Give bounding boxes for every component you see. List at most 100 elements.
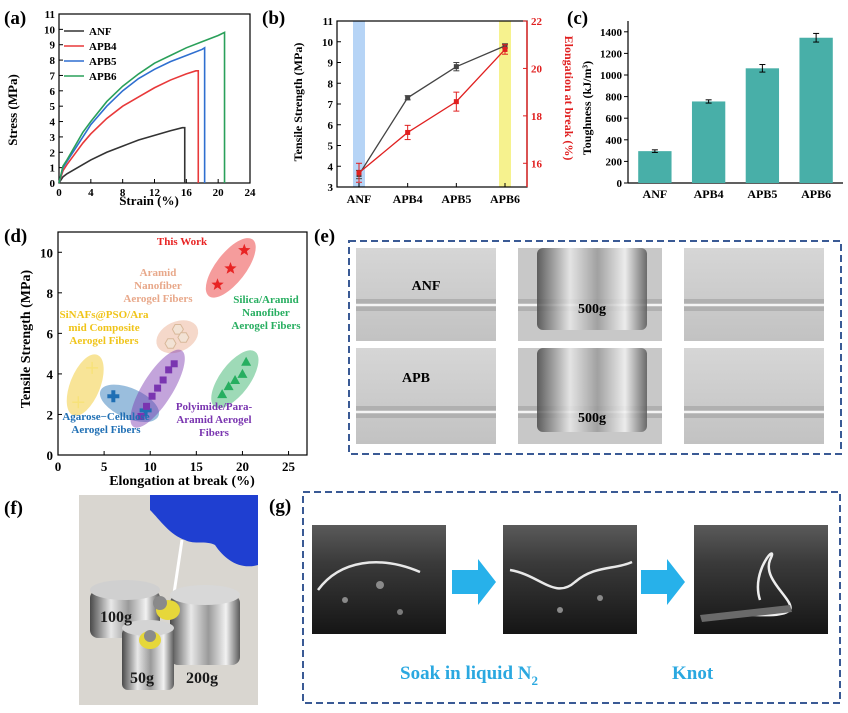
a-x-tick-label: 24: [245, 187, 257, 199]
d-label-aramid-2: Nanofiber: [134, 280, 182, 292]
b-data-point: [405, 129, 411, 135]
d-label-polyimide-2: Aramid Aerogel: [176, 414, 251, 426]
f-label-50g: 50g: [130, 670, 154, 687]
e-photo-anf-left: [356, 248, 496, 341]
d-y-tick-label: 10: [40, 245, 53, 260]
e-weight-label-apb: 500g: [578, 411, 606, 426]
a-y-tick-label: 4: [50, 117, 56, 129]
d-label-sinafs-1: SiNAFs@PSO/Ara: [59, 309, 149, 321]
c-y-axis-label: Toughness (kJ/m³): [580, 61, 594, 155]
panel-label-d: (d): [4, 226, 27, 247]
a-x-tick-label: 20: [213, 187, 225, 199]
g-photo-soak-2: [503, 525, 637, 634]
d-x-axis-label: Elongation at break (%): [109, 474, 255, 489]
b-right-tick-label: 22: [531, 16, 543, 28]
c-y-tick-label: 1400: [600, 27, 623, 39]
d-point-cross: [107, 390, 120, 403]
legend-label-apb5: APB5: [89, 56, 117, 68]
legend-label-apb6: APB6: [89, 71, 117, 83]
b-data-point: [453, 99, 459, 105]
d-group-ellipse-2: [66, 354, 104, 416]
b-left-tick-label: 6: [328, 120, 334, 132]
d-y-tick-label: 0: [47, 448, 54, 463]
g-caption-soak: Soak in liquid N2: [400, 663, 538, 688]
panel-label-f: (f): [4, 498, 23, 519]
d-point-star: [211, 278, 224, 290]
d-point-square: [143, 402, 151, 410]
d-x-tick-label: 20: [236, 459, 249, 474]
b-x-tick-label: APB5: [441, 192, 471, 206]
b-highlight-anf: [353, 21, 365, 187]
a-x-tick-label: 0: [56, 187, 62, 199]
d-label-sinafs-2: mid Composite: [68, 322, 139, 334]
b-data-point: [405, 95, 411, 101]
d-plot-frame: [57, 231, 308, 456]
b-right-tick-label: 18: [531, 111, 543, 123]
d-x-tick-label: 5: [101, 459, 108, 474]
a-x-tick-label: 12: [149, 187, 161, 199]
d-point-triangle: [223, 381, 234, 391]
f-weight-200g: [170, 585, 240, 665]
d-point-square: [148, 392, 156, 400]
panel-c-toughness: (c) 0 200 400 600 800 1000 1200 1400 ANF APB4 APB5…: [567, 8, 843, 201]
d-label-polyimide-3: Fibers: [199, 427, 230, 439]
d-label-aramid-3: Aerogel Fibers: [123, 293, 193, 305]
g-dashed-frame: [302, 491, 841, 704]
e-photo-anf-right: [684, 248, 824, 341]
e-weight-label-anf: 500g: [578, 302, 606, 317]
d-point-triangle: [241, 356, 252, 366]
d-point-star: [238, 243, 251, 256]
panel-b-strength-elongation: (b) 3 4 5 6 7 8 9 10 11 16 18 20 22 ANF APB4 APB5 APB6 T…: [262, 8, 576, 206]
a-y-tick-label: 8: [50, 55, 56, 67]
panel-label-b: (b): [262, 8, 285, 29]
d-x-tick-label: 10: [144, 459, 157, 474]
b-data-point: [356, 170, 362, 176]
d-label-this-work: This Work: [157, 236, 208, 248]
d-point-square: [154, 384, 162, 392]
a-y-tick-label: 6: [50, 86, 56, 98]
c-x-tick-label: ANF: [643, 187, 668, 201]
f-ball: [153, 596, 167, 610]
b-series-line-0: [358, 45, 506, 175]
e-dashed-frame: [348, 240, 842, 455]
d-point-triangle: [230, 374, 241, 384]
d-point-triangle: [217, 389, 228, 399]
b-left-tick-label: 7: [328, 99, 334, 111]
d-label-silica-1: Silica/Aramid: [233, 294, 298, 306]
g-arrow-2: [641, 559, 685, 605]
c-bar-apb5: [745, 68, 780, 183]
b-left-tick-label: 10: [322, 37, 334, 49]
d-point-square: [170, 360, 178, 368]
a-y-tick-label: 7: [50, 70, 56, 82]
legend-label-anf: ANF: [89, 26, 112, 38]
e-label-apb: APB: [402, 371, 430, 386]
d-point-plus: [72, 396, 85, 409]
d-label-polyimide-1: Polyimide/Para-: [176, 401, 253, 413]
c-bar-anf: [638, 151, 672, 183]
d-label-aramid-1: Aramid: [140, 267, 177, 279]
b-left-tick-label: 5: [328, 141, 334, 153]
panel-label-a: (a): [4, 8, 26, 29]
f-label-200g: 200g: [186, 670, 218, 687]
d-y-axis-label: Tensile Strength (MPa): [19, 269, 34, 408]
f-glove: [150, 495, 258, 567]
c-bar-apb6: [799, 37, 833, 183]
c-y-tick-label: 1000: [600, 70, 623, 82]
c-y-tick-label: 400: [606, 135, 623, 147]
g-tweezer: [700, 605, 792, 622]
a-series-line-apb4: [58, 70, 200, 184]
a-y-tick-label: 9: [50, 40, 56, 52]
b-left-tick-label: 9: [328, 58, 334, 70]
b-left-tick-label: 4: [328, 161, 334, 173]
b-data-point: [453, 64, 459, 70]
panel-label-e: (e): [314, 226, 335, 247]
c-y-tick-label: 1200: [600, 48, 623, 60]
d-point-square: [165, 366, 173, 374]
a-x-tick-label: 16: [181, 187, 193, 199]
c-bar-apb4: [691, 101, 726, 183]
f-label-100g: 100g: [100, 609, 132, 626]
a-x-axis-label: Strain (%): [119, 193, 179, 208]
d-x-tick-label: 0: [55, 459, 62, 474]
